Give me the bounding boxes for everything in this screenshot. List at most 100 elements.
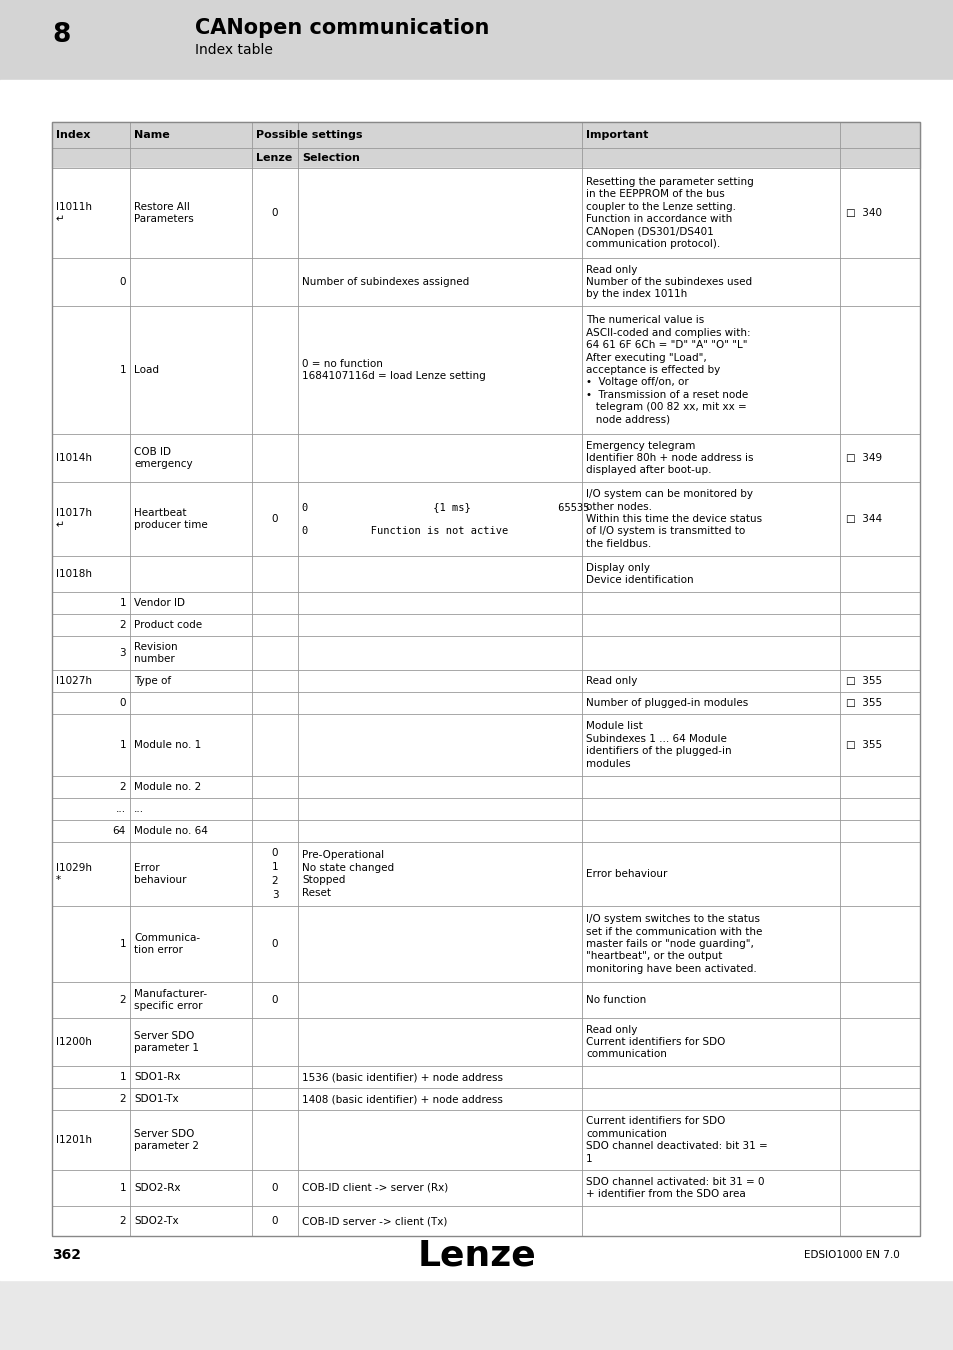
Text: 1536 (basic identifier) + node address: 1536 (basic identifier) + node address (302, 1072, 502, 1081)
Text: 1: 1 (119, 598, 126, 608)
Text: I1200h: I1200h (56, 1037, 91, 1048)
Bar (52, 693, 919, 714)
Text: Emergency telegram
Identifier 80h + node address is
displayed after boot-up.: Emergency telegram Identifier 80h + node… (585, 440, 753, 475)
Text: Read only
Current identifiers for SDO
communication: Read only Current identifiers for SDO co… (585, 1025, 724, 1060)
Text: 8: 8 (52, 22, 71, 49)
Text: I/O system switches to the status
set if the communication with the
master fails: I/O system switches to the status set if… (585, 914, 761, 973)
Text: SDO1-Rx: SDO1-Rx (133, 1072, 180, 1081)
Text: Lenze: Lenze (417, 1238, 536, 1272)
Text: Vendor ID: Vendor ID (133, 598, 185, 608)
Text: □  344: □ 344 (845, 514, 882, 524)
Text: Read only
Number of the subindexes used
by the index 1011h: Read only Number of the subindexes used … (585, 265, 751, 300)
Text: 3: 3 (119, 648, 126, 657)
Text: I/O system can be monitored by
other nodes.
Within this time the device status
o: I/O system can be monitored by other nod… (585, 489, 761, 549)
Text: Module list
Subindexes 1 ... 64 Module
identifiers of the plugged-in
modules: Module list Subindexes 1 ... 64 Module i… (585, 721, 731, 768)
Text: □  355: □ 355 (845, 676, 882, 686)
Text: I1014h: I1014h (56, 454, 91, 463)
Text: Module no. 64: Module no. 64 (133, 826, 208, 836)
Bar (52, 433, 919, 482)
Text: Number of plugged-in modules: Number of plugged-in modules (585, 698, 747, 707)
Text: SDO channel activated: bit 31 = 0
+ identifier from the SDO area: SDO channel activated: bit 31 = 0 + iden… (585, 1177, 763, 1199)
Text: SDO2-Tx: SDO2-Tx (133, 1216, 178, 1226)
Bar (52, 1018, 919, 1066)
Text: Type of: Type of (133, 676, 171, 686)
Text: 2: 2 (119, 782, 126, 792)
Text: 2: 2 (119, 995, 126, 1004)
Bar (52, 776, 919, 798)
Text: 2: 2 (119, 1094, 126, 1104)
Bar (52, 258, 919, 306)
Text: I1029h
*: I1029h * (56, 863, 91, 884)
Text: 362: 362 (52, 1247, 81, 1262)
Bar (52, 593, 919, 614)
Text: I1027h: I1027h (56, 676, 91, 686)
Bar (52, 670, 919, 693)
Text: Heartbeat
producer time: Heartbeat producer time (133, 508, 208, 531)
Text: Revision
number: Revision number (133, 641, 177, 664)
Text: Read only: Read only (585, 676, 637, 686)
Text: 1: 1 (119, 740, 126, 751)
Text: 2: 2 (119, 1216, 126, 1226)
Bar (52, 819, 919, 842)
Text: Module no. 2: Module no. 2 (133, 782, 201, 792)
Text: Restore All
Parameters: Restore All Parameters (133, 201, 193, 224)
Bar (0, 80, 953, 1280)
Text: 0: 0 (272, 1183, 278, 1193)
Text: 0                    {1 ms}              65535

0          Function is not activ: 0 {1 ms} 65535 0 Function is not activ (302, 502, 589, 536)
Text: 1408 (basic identifier) + node address: 1408 (basic identifier) + node address (302, 1094, 502, 1104)
Text: Name: Name (133, 130, 170, 140)
Text: 0: 0 (272, 940, 278, 949)
Text: 0: 0 (272, 1216, 278, 1226)
Text: 1: 1 (119, 1072, 126, 1081)
Text: Index: Index (56, 130, 91, 140)
Text: I1011h
↵: I1011h ↵ (56, 202, 91, 224)
Text: CANopen communication: CANopen communication (194, 18, 489, 38)
Bar (52, 798, 919, 819)
Bar (52, 981, 919, 1018)
Text: No function: No function (585, 995, 645, 1004)
Text: I1018h: I1018h (56, 568, 91, 579)
Text: COB ID
emergency: COB ID emergency (133, 447, 193, 470)
Bar (52, 614, 919, 636)
Text: 0: 0 (272, 995, 278, 1004)
Text: □  355: □ 355 (845, 740, 882, 751)
Text: I1017h
↵: I1017h ↵ (56, 508, 91, 529)
Text: Load: Load (133, 364, 159, 375)
Text: ...: ... (115, 805, 126, 814)
Text: Current identifiers for SDO
communication
SDO channel deactivated: bit 31 =
1: Current identifiers for SDO communicatio… (585, 1116, 767, 1164)
Text: 0: 0 (272, 514, 278, 524)
Text: 1: 1 (119, 364, 126, 375)
Text: Server SDO
parameter 1: Server SDO parameter 1 (133, 1031, 199, 1053)
Bar (52, 122, 919, 167)
Text: 64: 64 (112, 826, 126, 836)
Text: SDO2-Rx: SDO2-Rx (133, 1183, 180, 1193)
Bar (52, 636, 919, 670)
Text: 1: 1 (119, 940, 126, 949)
Text: Resetting the parameter setting
in the EEPPROM of the bus
coupler to the Lenze s: Resetting the parameter setting in the E… (585, 177, 753, 248)
Text: Product code: Product code (133, 620, 202, 630)
Text: COB-ID client -> server (Rx): COB-ID client -> server (Rx) (302, 1183, 448, 1193)
Bar (52, 1088, 919, 1110)
Text: □  355: □ 355 (845, 698, 882, 707)
Text: Error behaviour: Error behaviour (585, 869, 667, 879)
Bar (52, 1066, 919, 1088)
Text: Pre-Operational
No state changed
Stopped
Reset: Pre-Operational No state changed Stopped… (302, 850, 394, 898)
Bar (52, 842, 919, 906)
Bar (52, 167, 919, 258)
Bar (52, 306, 919, 433)
Text: COB-ID server -> client (Tx): COB-ID server -> client (Tx) (302, 1216, 447, 1226)
Text: Manufacturer-
specific error: Manufacturer- specific error (133, 988, 207, 1011)
Bar (52, 122, 919, 1237)
Text: Module no. 1: Module no. 1 (133, 740, 201, 751)
Text: 1: 1 (119, 1183, 126, 1193)
Text: Number of subindexes assigned: Number of subindexes assigned (302, 277, 469, 288)
Text: □  349: □ 349 (845, 454, 882, 463)
Text: Server SDO
parameter 2: Server SDO parameter 2 (133, 1129, 199, 1152)
Text: 2: 2 (119, 620, 126, 630)
Bar (52, 714, 919, 776)
Text: Error
behaviour: Error behaviour (133, 863, 186, 886)
Bar (52, 1206, 919, 1237)
Text: Display only
Device identification: Display only Device identification (585, 563, 693, 585)
Text: SDO1-Tx: SDO1-Tx (133, 1094, 178, 1104)
Text: □  340: □ 340 (845, 208, 882, 217)
